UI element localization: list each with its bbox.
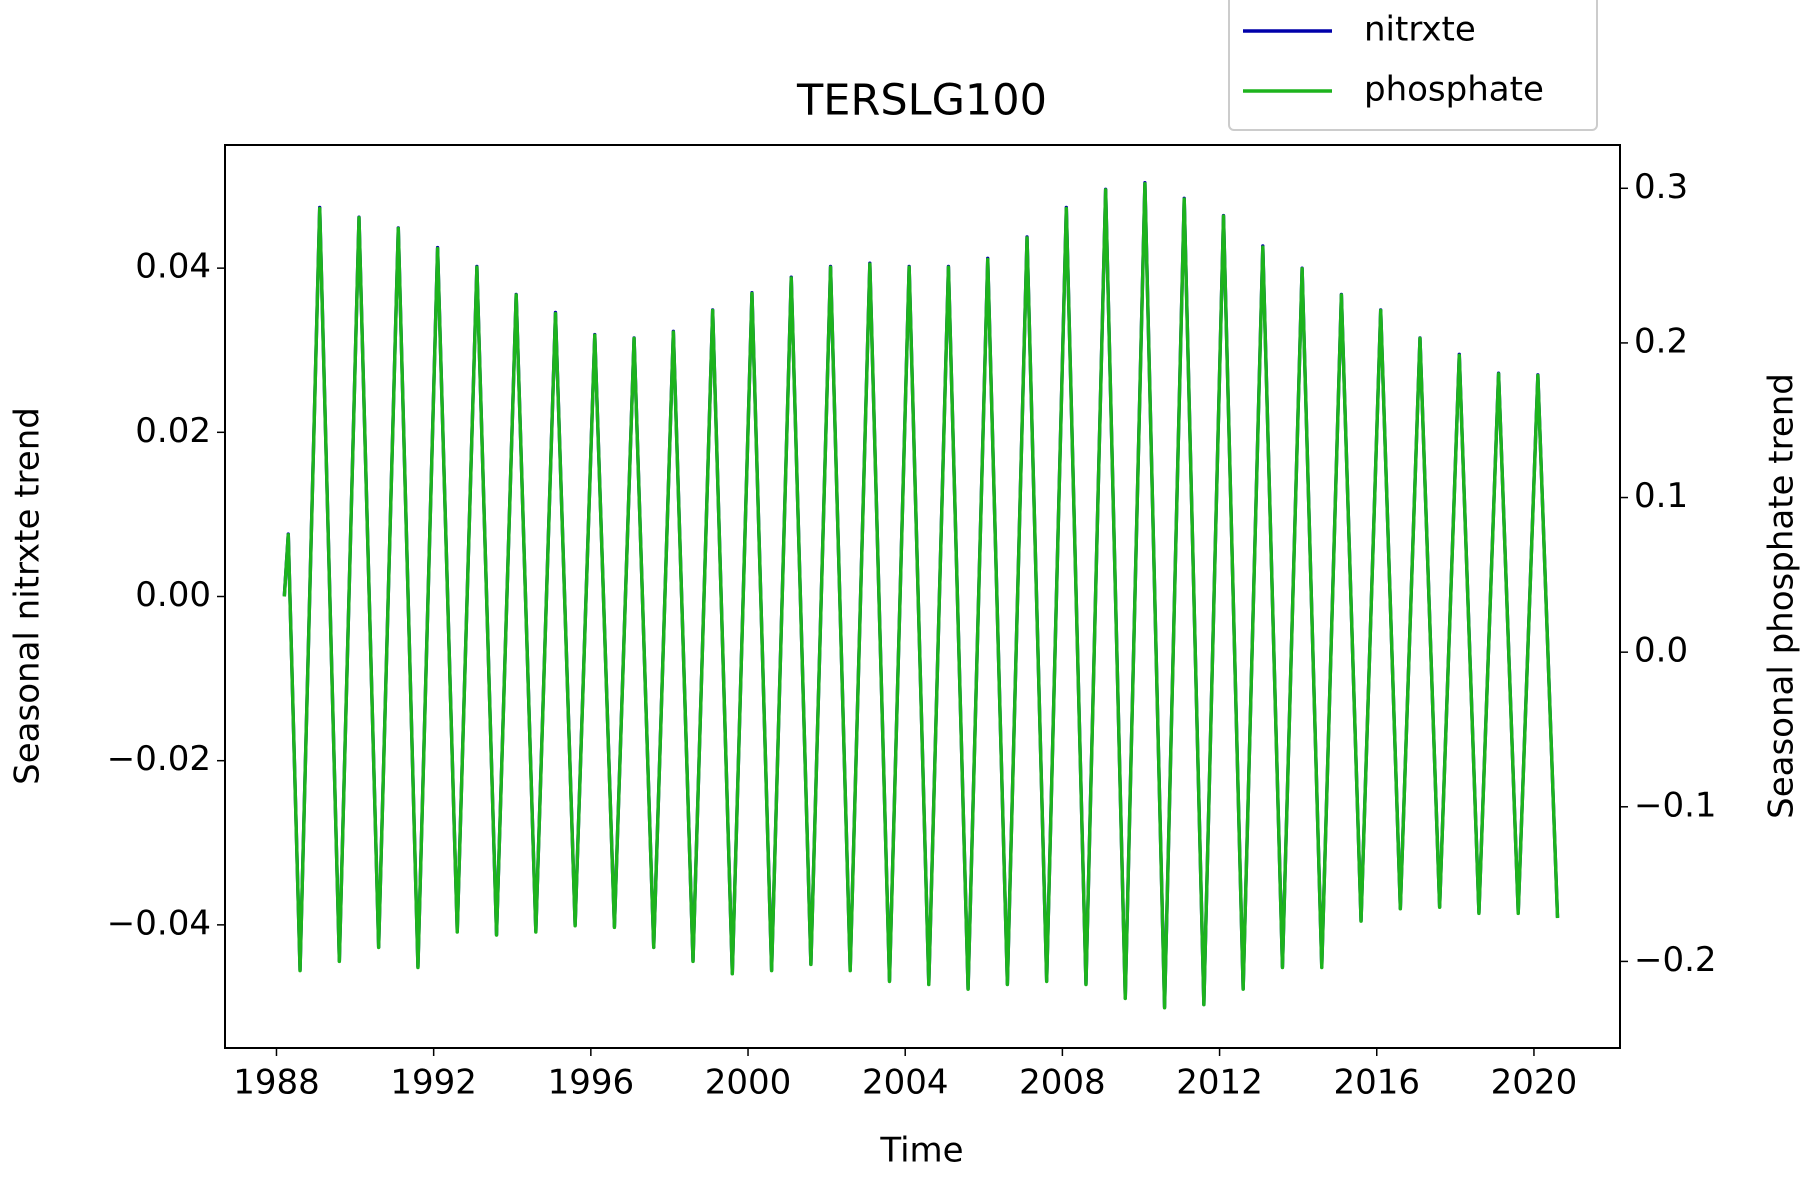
series-line xyxy=(282,181,1560,1010)
y-tick-label: −0.02 xyxy=(107,739,211,779)
y-tick-label: 0.02 xyxy=(135,411,211,451)
y-tick-label: 0.00 xyxy=(135,575,211,615)
y-tick-label: −0.04 xyxy=(107,903,211,943)
x-axis-label: Time xyxy=(879,1131,963,1171)
x-tick-label: 2020 xyxy=(1491,1063,1578,1103)
chart-title: TERSLG100 xyxy=(796,76,1047,126)
y2-tick-label: −0.1 xyxy=(1634,785,1717,825)
x-tick-label: 1988 xyxy=(233,1063,320,1103)
y-tick-label: 0.04 xyxy=(135,247,211,287)
x-tick-label: 1996 xyxy=(548,1063,635,1103)
x-tick-label: 2000 xyxy=(705,1063,792,1103)
y2-tick-label: 0.1 xyxy=(1634,476,1688,516)
y2-tick-label: −0.2 xyxy=(1634,940,1717,980)
x-tick-label: 2012 xyxy=(1176,1063,1263,1103)
x-tick-label: 2008 xyxy=(1019,1063,1106,1103)
y2-axis-label: Seasonal phosphate trend xyxy=(1762,373,1800,819)
legend: nitrxte phosphate xyxy=(1228,0,1598,131)
x-tick-label: 2004 xyxy=(862,1063,949,1103)
legend-label: phosphate xyxy=(1364,70,1544,110)
x-tick-label: 1992 xyxy=(390,1063,477,1103)
y-axis-label: Seasonal nitrxte trend xyxy=(8,407,48,785)
legend-label: nitrxte xyxy=(1364,10,1476,50)
y2-tick-label: 0.2 xyxy=(1634,321,1688,361)
plot-frame xyxy=(224,144,1621,1049)
x-tick-label: 2016 xyxy=(1333,1063,1420,1103)
y2-tick-label: 0.3 xyxy=(1634,167,1688,207)
y2-tick-label: 0.0 xyxy=(1634,631,1688,671)
